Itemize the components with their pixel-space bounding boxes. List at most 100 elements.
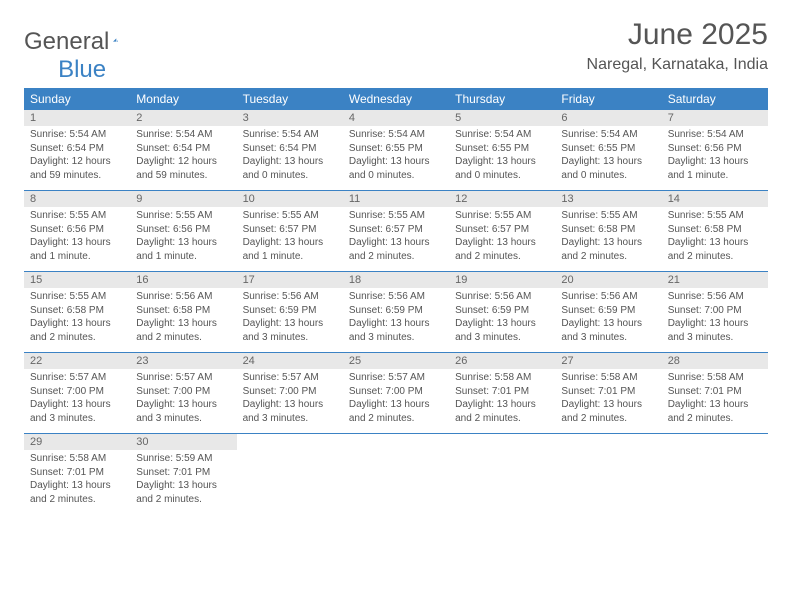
day-number: 7	[662, 110, 768, 126]
sunrise-text: Sunrise: 5:55 AM	[136, 209, 230, 223]
sunrise-text: Sunrise: 5:56 AM	[243, 290, 337, 304]
day-cell: Sunrise: 5:54 AMSunset: 6:55 PMDaylight:…	[343, 126, 449, 191]
daylight-text: Daylight: 13 hours and 2 minutes.	[349, 398, 443, 425]
sunrise-text: Sunrise: 5:55 AM	[30, 290, 124, 304]
daylight-text: Daylight: 13 hours and 0 minutes.	[349, 155, 443, 182]
daylight-text: Daylight: 13 hours and 2 minutes.	[136, 479, 230, 506]
calendar-table: Sunday Monday Tuesday Wednesday Thursday…	[24, 88, 768, 514]
day-cell: Sunrise: 5:55 AMSunset: 6:58 PMDaylight:…	[24, 288, 130, 353]
daylight-text: Daylight: 13 hours and 3 minutes.	[455, 317, 549, 344]
sunrise-text: Sunrise: 5:54 AM	[668, 128, 762, 142]
day-number: 9	[130, 191, 236, 207]
sunset-text: Sunset: 6:56 PM	[668, 142, 762, 156]
weekday-header: Sunday	[24, 88, 130, 110]
daylight-text: Daylight: 13 hours and 3 minutes.	[136, 398, 230, 425]
weekday-header: Thursday	[449, 88, 555, 110]
daylight-text: Daylight: 13 hours and 3 minutes.	[243, 398, 337, 425]
day-cell: Sunrise: 5:55 AMSunset: 6:58 PMDaylight:…	[662, 207, 768, 272]
sunset-text: Sunset: 6:55 PM	[455, 142, 549, 156]
day-number-row: 2930	[24, 434, 768, 450]
sunset-text: Sunset: 7:01 PM	[30, 466, 124, 480]
day-number: 3	[237, 110, 343, 126]
sunset-text: Sunset: 7:00 PM	[136, 385, 230, 399]
day-number: 4	[343, 110, 449, 126]
sunset-text: Sunset: 6:59 PM	[243, 304, 337, 318]
sunrise-text: Sunrise: 5:56 AM	[561, 290, 655, 304]
sunrise-text: Sunrise: 5:55 AM	[349, 209, 443, 223]
sunrise-text: Sunrise: 5:58 AM	[30, 452, 124, 466]
sunset-text: Sunset: 6:59 PM	[455, 304, 549, 318]
daylight-text: Daylight: 13 hours and 3 minutes.	[561, 317, 655, 344]
day-number: 13	[555, 191, 661, 207]
day-cell: Sunrise: 5:57 AMSunset: 7:00 PMDaylight:…	[343, 369, 449, 434]
sunrise-text: Sunrise: 5:57 AM	[136, 371, 230, 385]
month-title: June 2025	[587, 18, 768, 52]
day-number: 18	[343, 272, 449, 288]
day-cell: Sunrise: 5:56 AMSunset: 7:00 PMDaylight:…	[662, 288, 768, 353]
daylight-text: Daylight: 13 hours and 1 minute.	[136, 236, 230, 263]
day-number: 28	[662, 353, 768, 369]
empty-cell	[662, 434, 768, 450]
logo-sail-icon	[113, 29, 118, 51]
weekday-header-row: Sunday Monday Tuesday Wednesday Thursday…	[24, 88, 768, 110]
empty-cell	[449, 434, 555, 450]
sunrise-text: Sunrise: 5:54 AM	[455, 128, 549, 142]
sunset-text: Sunset: 6:58 PM	[136, 304, 230, 318]
day-number: 23	[130, 353, 236, 369]
sunset-text: Sunset: 6:56 PM	[136, 223, 230, 237]
sunset-text: Sunset: 6:58 PM	[30, 304, 124, 318]
day-number: 14	[662, 191, 768, 207]
sunset-text: Sunset: 7:00 PM	[243, 385, 337, 399]
sunset-text: Sunset: 6:56 PM	[30, 223, 124, 237]
day-number: 5	[449, 110, 555, 126]
day-cell: Sunrise: 5:55 AMSunset: 6:56 PMDaylight:…	[130, 207, 236, 272]
day-cell: Sunrise: 5:58 AMSunset: 7:01 PMDaylight:…	[24, 450, 130, 514]
sunrise-text: Sunrise: 5:55 AM	[243, 209, 337, 223]
day-number: 12	[449, 191, 555, 207]
daylight-text: Daylight: 13 hours and 2 minutes.	[349, 236, 443, 263]
sunrise-text: Sunrise: 5:54 AM	[561, 128, 655, 142]
daylight-text: Daylight: 12 hours and 59 minutes.	[30, 155, 124, 182]
day-number-row: 1234567	[24, 110, 768, 126]
sunset-text: Sunset: 6:59 PM	[561, 304, 655, 318]
day-cell: Sunrise: 5:55 AMSunset: 6:56 PMDaylight:…	[24, 207, 130, 272]
sunset-text: Sunset: 6:59 PM	[349, 304, 443, 318]
day-number: 1	[24, 110, 130, 126]
sunrise-text: Sunrise: 5:58 AM	[561, 371, 655, 385]
day-number: 6	[555, 110, 661, 126]
weekday-header: Friday	[555, 88, 661, 110]
weekday-header: Monday	[130, 88, 236, 110]
weekday-header: Wednesday	[343, 88, 449, 110]
daylight-text: Daylight: 13 hours and 1 minute.	[668, 155, 762, 182]
day-cell: Sunrise: 5:55 AMSunset: 6:57 PMDaylight:…	[237, 207, 343, 272]
day-cell: Sunrise: 5:58 AMSunset: 7:01 PMDaylight:…	[555, 369, 661, 434]
day-cell: Sunrise: 5:58 AMSunset: 7:01 PMDaylight:…	[662, 369, 768, 434]
day-number: 29	[24, 434, 130, 450]
day-cell: Sunrise: 5:58 AMSunset: 7:01 PMDaylight:…	[449, 369, 555, 434]
daylight-text: Daylight: 13 hours and 3 minutes.	[349, 317, 443, 344]
sunset-text: Sunset: 6:58 PM	[668, 223, 762, 237]
day-cell: Sunrise: 5:56 AMSunset: 6:59 PMDaylight:…	[555, 288, 661, 353]
sunset-text: Sunset: 7:00 PM	[349, 385, 443, 399]
day-cell: Sunrise: 5:56 AMSunset: 6:59 PMDaylight:…	[343, 288, 449, 353]
sunset-text: Sunset: 6:58 PM	[561, 223, 655, 237]
day-number: 30	[130, 434, 236, 450]
sunset-text: Sunset: 6:54 PM	[30, 142, 124, 156]
daylight-text: Daylight: 13 hours and 0 minutes.	[561, 155, 655, 182]
empty-cell	[555, 434, 661, 450]
day-cell: Sunrise: 5:54 AMSunset: 6:54 PMDaylight:…	[237, 126, 343, 191]
daylight-text: Daylight: 13 hours and 1 minute.	[30, 236, 124, 263]
day-number: 2	[130, 110, 236, 126]
day-content-row: Sunrise: 5:58 AMSunset: 7:01 PM Daylight:…	[24, 450, 768, 514]
day-number: 17	[237, 272, 343, 288]
day-number: 24	[237, 353, 343, 369]
day-cell: Sunrise: 5:55 AMSunset: 6:58 PMDaylight:…	[555, 207, 661, 272]
day-cell: Sunrise: 5:54 AMSunset: 6:55 PMDaylight:…	[555, 126, 661, 191]
logo-word2-wrap: General Blue	[24, 56, 768, 84]
daylight-text: Daylight: 13 hours and 3 minutes.	[30, 398, 124, 425]
sunrise-text: Sunrise: 5:56 AM	[455, 290, 549, 304]
daylight-text: Daylight: 13 hours and 2 minutes.	[136, 317, 230, 344]
day-cell: Sunrise: 5:55 AMSunset: 6:57 PMDaylight:…	[449, 207, 555, 272]
daylight-text: Daylight: 13 hours and 2 minutes.	[561, 236, 655, 263]
day-number: 16	[130, 272, 236, 288]
